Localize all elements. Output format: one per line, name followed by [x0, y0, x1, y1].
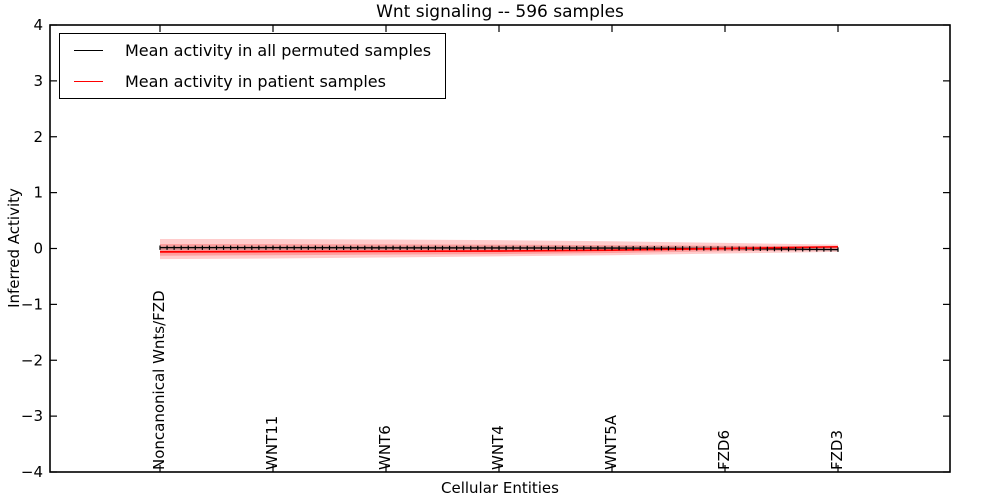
- y-tick-label: −4: [21, 463, 43, 481]
- patient-line-swatch: [74, 81, 103, 82]
- legend-label-patient: Mean activity in patient samples: [125, 72, 386, 91]
- x-tick-label: Noncanonical Wnts/FZD: [150, 290, 168, 470]
- legend: Mean activity in all permuted samples Me…: [59, 33, 447, 99]
- y-tick-label: −1: [21, 295, 43, 313]
- y-tick-label: 2: [33, 128, 43, 146]
- x-tick-label: WNT11: [263, 416, 281, 470]
- permuted-point-markers: [159, 245, 839, 252]
- y-tick-label: 1: [33, 184, 43, 202]
- x-tick-label: FZD3: [828, 430, 846, 470]
- x-axis-label: Cellular Entities: [441, 479, 559, 497]
- y-tick-label: −3: [21, 407, 43, 425]
- x-tick-label: WNT5A: [602, 414, 620, 470]
- x-tick-label: WNT4: [489, 425, 507, 470]
- legend-item-permuted: Mean activity in all permuted samples: [74, 35, 431, 66]
- y-tick-label: 3: [33, 72, 43, 90]
- y-axis-label: Inferred Activity: [5, 188, 23, 308]
- y-tick-label: 4: [33, 16, 43, 34]
- legend-label-permuted: Mean activity in all permuted samples: [125, 41, 432, 60]
- y-tick-label: −2: [21, 351, 43, 369]
- x-tick-label: FZD6: [715, 430, 733, 470]
- x-tick-label: WNT6: [376, 425, 394, 470]
- y-tick-label: 0: [33, 240, 43, 258]
- chart-title: Wnt signaling -- 596 samples: [376, 2, 624, 22]
- legend-item-patient: Mean activity in patient samples: [74, 66, 431, 97]
- permuted-line-swatch: [74, 50, 103, 51]
